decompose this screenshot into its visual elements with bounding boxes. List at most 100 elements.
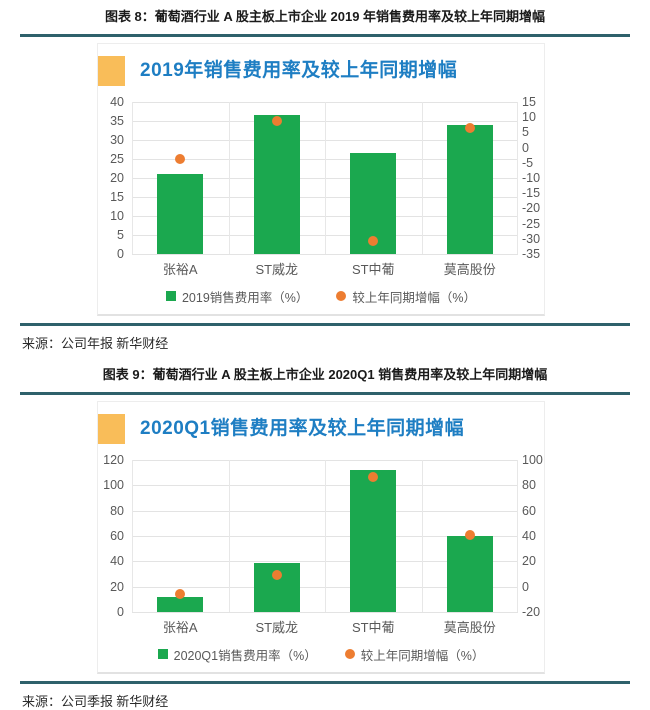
divider-rule (20, 392, 630, 395)
x-axis-category-label: ST威龙 (255, 620, 299, 635)
right-axis-tick-label: -35 (522, 247, 541, 261)
legend-label: 较上年同期增幅（%） (352, 290, 477, 305)
legend-label: 2020Q1销售费用率（%） (173, 648, 317, 663)
gridline (325, 102, 326, 254)
right-axis-tick-label: 0 (522, 579, 529, 594)
gridline (517, 460, 518, 612)
bar-chart: 40 35 30 25 20 15 10 5 0 15 10 5 0 -5 -10 -15 -20 -25 -30-… (98, 95, 546, 282)
right-axis: 15 10 5 0 -5 -10 -15 -20 -25 -30 -35 (522, 95, 546, 261)
left-axis-tick-label: 120 (103, 453, 124, 467)
right-axis-tick-label: 0 (522, 140, 529, 155)
left-axis-tick-label: 15 (110, 190, 124, 204)
figure-8: 图表 8：葡萄酒行业 A 股主板上市企业 2019 年销售费用率及较上年同期增幅… (0, 8, 650, 352)
data-point (175, 589, 186, 600)
divider-rule (20, 681, 630, 684)
gridline (325, 460, 326, 612)
x-axis: 张裕A ST威龙 ST中葡 莫高股份 (132, 618, 518, 638)
chart-legend: 2020Q1销售费用率（%） 较上年同期增幅（%） (98, 644, 544, 664)
data-point (464, 529, 475, 540)
gridline (421, 460, 423, 612)
x-axis: 张裕A ST威龙 ST中葡 莫高股份 (132, 260, 518, 280)
right-axis-tick-label: -15 (522, 186, 541, 201)
left-axis-tick-label: 5 (117, 228, 124, 242)
data-point (271, 570, 282, 581)
source-note: 来源：公司季报 新华财经 (22, 694, 169, 709)
left-axis: 120 100 80 60 40 20 0 (98, 453, 128, 619)
left-axis: 40 35 30 25 20 15 10 5 0 (98, 95, 128, 261)
legend-label: 2019销售费用率（%） (181, 290, 309, 305)
gridline (132, 102, 133, 254)
plot-area (132, 102, 518, 255)
data-point (368, 472, 379, 483)
right-axis-tick-label: -25 (522, 216, 541, 231)
x-axis-category-label: ST中葡 (351, 262, 395, 277)
left-axis-tick-label: 25 (110, 152, 124, 166)
right-axis-tick-label: 5 (522, 125, 529, 140)
bar-chart: 120 100 80 60 40 20 0 100 80 60 40 20 0 -20 张裕A ST威龙 ST中… (98, 453, 546, 640)
right-axis: 100 80 60 40 20 0 -20 (522, 453, 546, 619)
chart-title-row: 2019年销售费用率及较上年同期增幅 (98, 56, 544, 86)
right-axis-tick-label: 100 (522, 453, 543, 467)
x-axis-category-label: 张裕A (162, 262, 198, 277)
x-axis-category-label: 张裕A (162, 620, 198, 635)
chart-panel: 2020Q1销售费用率及较上年同期增幅 120 100 80 60 40 20 0 100 80… (97, 401, 545, 674)
left-axis-tick-label: 20 (110, 579, 124, 594)
right-axis-tick-label: 10 (522, 110, 536, 125)
legend-item-bar-series: 2020Q1销售费用率（%） (157, 645, 317, 664)
bar (157, 597, 204, 612)
plot-area (132, 460, 518, 613)
legend-circle-marker (336, 291, 347, 301)
chart-title: 2020Q1销售费用率及较上年同期增幅 (140, 418, 465, 439)
chart-title: 2019年销售费用率及较上年同期增幅 (140, 60, 458, 81)
legend-square-marker (157, 649, 168, 659)
data-point (464, 122, 475, 133)
left-axis-tick-label: 40 (110, 95, 124, 109)
legend-item-point-series: 较上年同期增幅（%） (344, 645, 484, 664)
legend-square-marker (165, 291, 176, 301)
legend-item-bar-series: 2019销售费用率（%） (165, 287, 309, 306)
source-note: 来源：公司年报 新华财经 (22, 336, 169, 351)
left-axis-tick-label: 0 (117, 247, 124, 261)
figure-9: 图表 9：葡萄酒行业 A 股主板上市企业 2020Q1 销售费用率及较上年同期增… (0, 366, 650, 710)
right-axis-tick-label: 20 (522, 554, 536, 569)
gridline (517, 102, 518, 254)
gridline (132, 460, 133, 612)
left-axis-tick-label: 80 (110, 503, 124, 518)
legend-circle-marker (344, 649, 355, 659)
right-axis-tick-label: -5 (522, 155, 534, 170)
right-axis-tick-label: 40 (522, 529, 536, 543)
figure-caption: 图表 9：葡萄酒行业 A 股主板上市企业 2020Q1 销售费用率及较上年同期增… (102, 367, 548, 382)
divider-rule (20, 323, 630, 326)
right-axis-tick-label: 60 (522, 503, 536, 518)
figure-caption: 图表 8：葡萄酒行业 A 股主板上市企业 2019 年销售费用率及较上年同期增幅 (104, 9, 546, 24)
left-axis-tick-label: 30 (110, 133, 124, 147)
divider-rule (20, 34, 630, 37)
gridline (228, 460, 230, 612)
x-axis-category-label: 莫高股份 (443, 620, 496, 635)
legend-item-point-series: 较上年同期增幅（%） (336, 287, 476, 306)
bar (446, 125, 493, 254)
left-axis-tick-label: 60 (110, 529, 124, 543)
left-axis-tick-label: 10 (110, 209, 124, 223)
chart-title-row: 2020Q1销售费用率及较上年同期增幅 (98, 414, 544, 444)
left-axis-tick-label: 20 (110, 171, 124, 185)
left-axis-tick-label: 0 (117, 605, 124, 619)
bar (157, 174, 204, 254)
chart-legend: 2019销售费用率（%） 较上年同期增幅（%） (98, 286, 544, 306)
x-axis-category-label: 莫高股份 (443, 262, 496, 277)
bar (350, 470, 397, 612)
right-axis-tick-label: -20 (522, 201, 541, 216)
right-axis-tick-label: -20 (522, 605, 541, 619)
title-square-icon (98, 414, 125, 444)
bar (446, 536, 493, 612)
right-axis-tick-label: 15 (522, 95, 536, 109)
chart-panel: 2019年销售费用率及较上年同期增幅 40 35 30 25 20 15 10 5 0 15 10 5… (97, 43, 545, 316)
gridline (132, 254, 518, 255)
gridline (421, 102, 423, 254)
x-axis-category-label: ST威龙 (255, 262, 299, 277)
x-axis-category-label: ST中葡 (351, 620, 395, 635)
data-point (175, 153, 186, 164)
data-point (368, 235, 379, 246)
left-axis-tick-label: 40 (110, 554, 124, 569)
